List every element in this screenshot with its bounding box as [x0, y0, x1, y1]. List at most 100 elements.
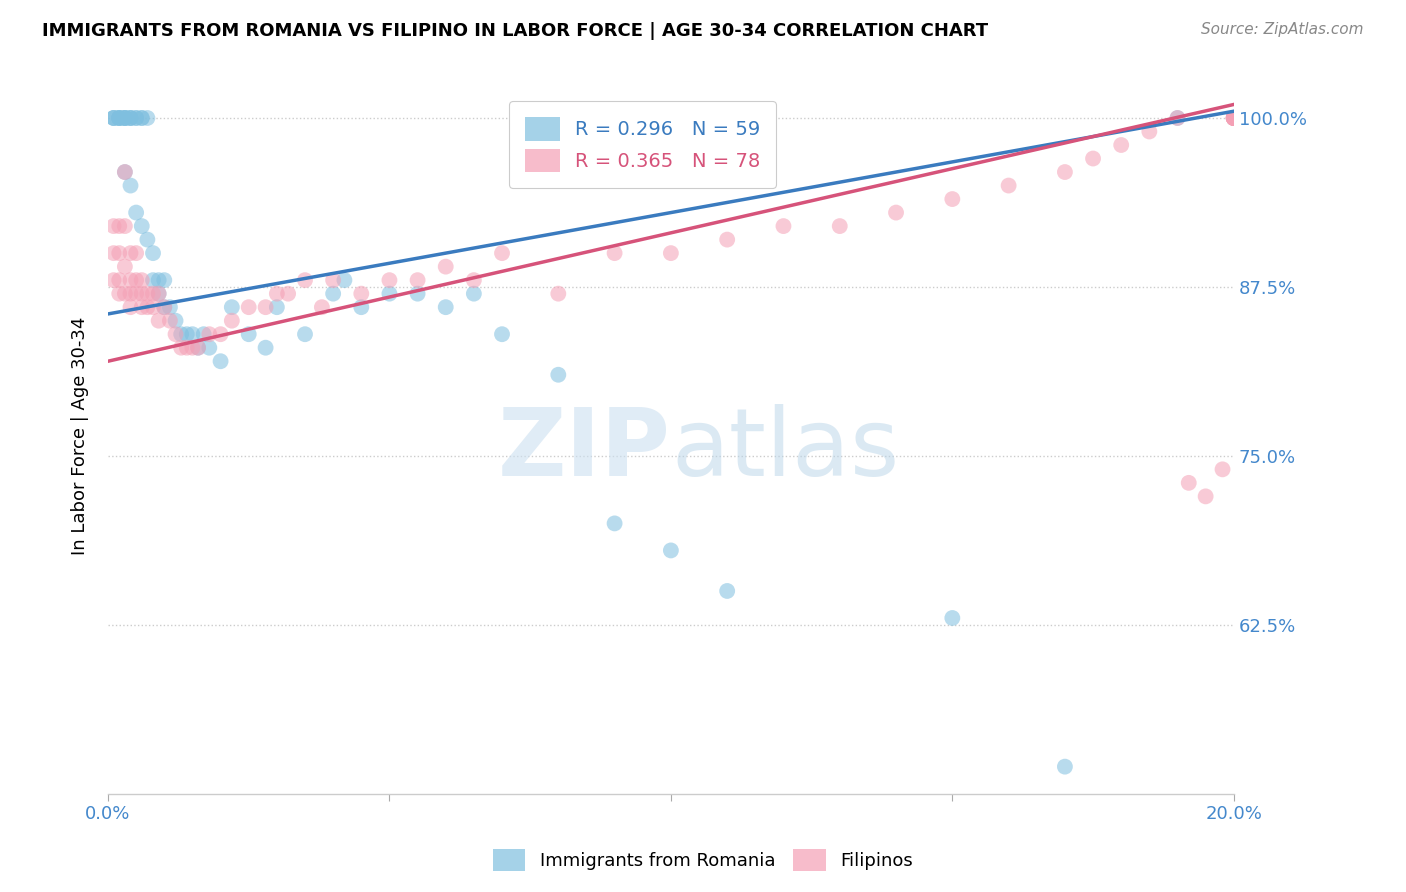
Point: [114, 111, 136, 125]
Point: [131, 273, 153, 287]
Point: [131, 111, 153, 125]
Point: [103, 219, 125, 233]
Point: [884, 205, 907, 219]
Point: [148, 273, 170, 287]
Point: [266, 286, 288, 301]
Point: [108, 111, 131, 125]
Point: [1053, 759, 1076, 773]
Point: [114, 165, 136, 179]
Point: [198, 327, 221, 342]
Point: [131, 286, 153, 301]
Point: [125, 111, 148, 125]
Point: [108, 111, 131, 125]
Point: [125, 273, 148, 287]
Point: [103, 246, 125, 260]
Point: [1166, 111, 1188, 125]
Point: [1223, 111, 1246, 125]
Point: [142, 273, 165, 287]
Point: [1109, 138, 1132, 153]
Point: [406, 286, 429, 301]
Point: [108, 111, 131, 125]
Point: [120, 246, 142, 260]
Point: [333, 273, 356, 287]
Point: [463, 273, 485, 287]
Point: [176, 341, 198, 355]
Point: [108, 286, 131, 301]
Point: [153, 300, 176, 314]
Point: [187, 341, 209, 355]
Point: [170, 341, 193, 355]
Point: [125, 286, 148, 301]
Point: [148, 314, 170, 328]
Point: [170, 327, 193, 342]
Point: [1223, 111, 1246, 125]
Point: [1223, 111, 1246, 125]
Point: [254, 300, 277, 314]
Point: [1166, 111, 1188, 125]
Point: [198, 341, 221, 355]
Point: [547, 368, 569, 382]
Point: [603, 246, 626, 260]
Point: [603, 516, 626, 531]
Point: [165, 314, 187, 328]
Text: ZIP: ZIP: [498, 404, 671, 496]
Point: [165, 327, 187, 342]
Point: [142, 300, 165, 314]
Point: [322, 273, 344, 287]
Y-axis label: In Labor Force | Age 30-34: In Labor Force | Age 30-34: [72, 317, 89, 555]
Point: [277, 286, 299, 301]
Point: [1223, 111, 1246, 125]
Point: [153, 273, 176, 287]
Point: [114, 165, 136, 179]
Point: [378, 273, 401, 287]
Point: [114, 219, 136, 233]
Text: Source: ZipAtlas.com: Source: ZipAtlas.com: [1201, 22, 1364, 37]
Point: [125, 246, 148, 260]
Point: [434, 260, 457, 274]
Point: [114, 111, 136, 125]
Point: [1137, 124, 1160, 138]
Point: [1223, 111, 1246, 125]
Point: [131, 300, 153, 314]
Point: [350, 286, 373, 301]
Point: [294, 327, 316, 342]
Point: [1053, 165, 1076, 179]
Point: [136, 286, 159, 301]
Point: [716, 233, 738, 247]
Point: [176, 327, 198, 342]
Text: IMMIGRANTS FROM ROMANIA VS FILIPINO IN LABOR FORCE | AGE 30-34 CORRELATION CHART: IMMIGRANTS FROM ROMANIA VS FILIPINO IN L…: [42, 22, 988, 40]
Point: [1223, 111, 1246, 125]
Point: [209, 354, 232, 368]
Point: [406, 273, 429, 287]
Point: [1177, 475, 1199, 490]
Point: [136, 300, 159, 314]
Point: [350, 300, 373, 314]
Point: [221, 300, 243, 314]
Point: [108, 273, 131, 287]
Point: [103, 273, 125, 287]
Point: [547, 286, 569, 301]
Point: [108, 219, 131, 233]
Point: [238, 327, 260, 342]
Point: [187, 341, 209, 355]
Point: [1223, 111, 1246, 125]
Point: [997, 178, 1019, 193]
Point: [941, 192, 963, 206]
Point: [434, 300, 457, 314]
Point: [772, 219, 794, 233]
Point: [491, 327, 513, 342]
Point: [120, 111, 142, 125]
Point: [131, 219, 153, 233]
Point: [120, 273, 142, 287]
Point: [294, 273, 316, 287]
Point: [828, 219, 851, 233]
Point: [159, 314, 181, 328]
Point: [114, 111, 136, 125]
Point: [120, 286, 142, 301]
Text: atlas: atlas: [671, 404, 898, 496]
Point: [103, 111, 125, 125]
Point: [142, 286, 165, 301]
Point: [114, 111, 136, 125]
Point: [108, 111, 131, 125]
Point: [491, 246, 513, 260]
